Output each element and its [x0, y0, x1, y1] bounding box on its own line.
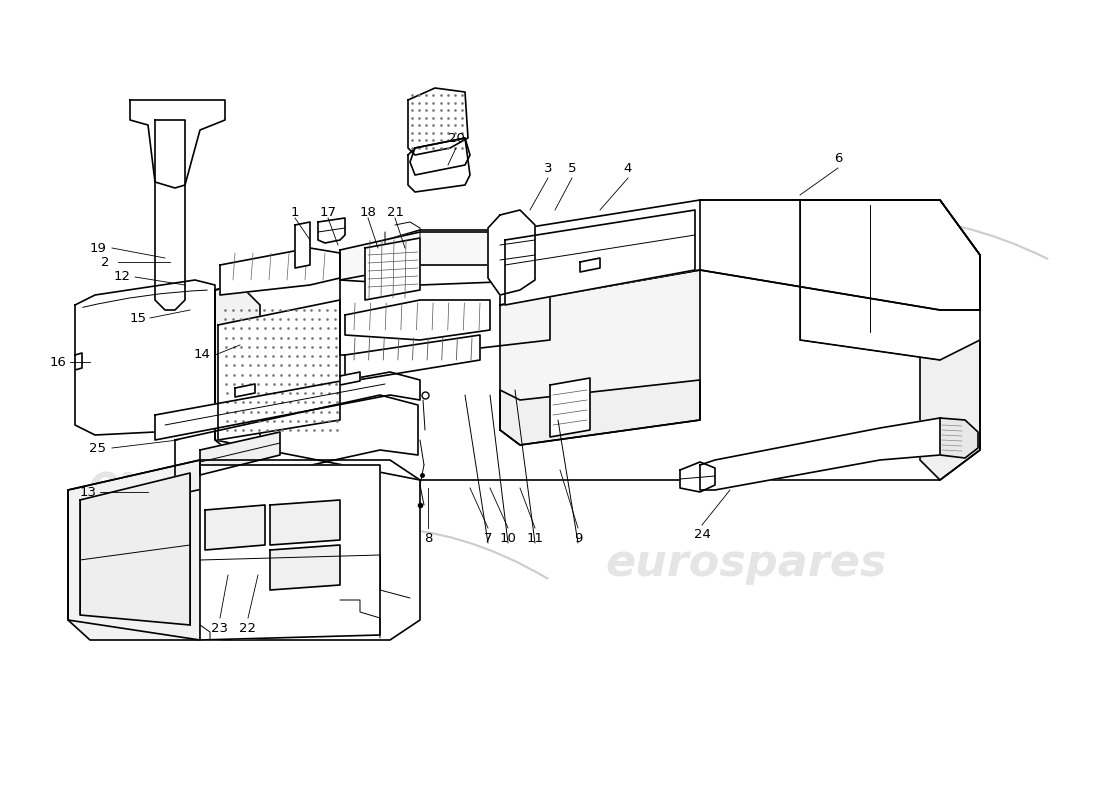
- Polygon shape: [505, 210, 695, 305]
- Polygon shape: [235, 384, 255, 397]
- Text: 8: 8: [424, 531, 432, 545]
- Polygon shape: [550, 378, 590, 437]
- Text: 19: 19: [89, 242, 107, 254]
- Text: 18: 18: [360, 206, 376, 219]
- Text: 17: 17: [319, 206, 337, 219]
- Text: 10: 10: [499, 531, 516, 545]
- Text: eurospares: eurospares: [605, 542, 887, 585]
- Polygon shape: [500, 270, 700, 445]
- Text: 2: 2: [101, 255, 109, 269]
- Polygon shape: [130, 100, 225, 188]
- Polygon shape: [270, 500, 340, 545]
- Text: 22: 22: [240, 622, 256, 634]
- Polygon shape: [580, 258, 600, 272]
- Text: 7: 7: [484, 531, 493, 545]
- Polygon shape: [270, 545, 340, 590]
- Text: 14: 14: [194, 349, 210, 362]
- Text: 20: 20: [448, 131, 464, 145]
- Polygon shape: [220, 248, 340, 295]
- Polygon shape: [214, 285, 260, 460]
- Text: 13: 13: [79, 486, 97, 498]
- Text: 24: 24: [694, 529, 711, 542]
- Polygon shape: [155, 120, 185, 310]
- Polygon shape: [75, 280, 214, 435]
- Polygon shape: [155, 372, 420, 440]
- Polygon shape: [345, 300, 490, 340]
- Text: 3: 3: [543, 162, 552, 174]
- Text: 6: 6: [834, 151, 843, 165]
- Text: 9: 9: [574, 531, 582, 545]
- Text: 11: 11: [527, 531, 543, 545]
- Polygon shape: [68, 460, 420, 640]
- Polygon shape: [365, 238, 420, 300]
- Text: 1: 1: [290, 206, 299, 219]
- Polygon shape: [408, 88, 468, 155]
- Polygon shape: [700, 200, 980, 310]
- Polygon shape: [800, 200, 980, 360]
- Polygon shape: [175, 395, 418, 495]
- Text: 16: 16: [50, 355, 66, 369]
- Polygon shape: [75, 353, 82, 370]
- Polygon shape: [408, 138, 470, 192]
- Polygon shape: [68, 460, 200, 640]
- Polygon shape: [200, 432, 280, 475]
- Text: 4: 4: [624, 162, 632, 174]
- Text: 23: 23: [211, 622, 229, 634]
- Polygon shape: [410, 138, 470, 175]
- Text: 15: 15: [130, 311, 146, 325]
- Polygon shape: [500, 380, 700, 445]
- Polygon shape: [218, 300, 340, 440]
- Polygon shape: [80, 473, 190, 625]
- Polygon shape: [340, 265, 550, 355]
- Polygon shape: [205, 505, 265, 550]
- Polygon shape: [318, 218, 345, 243]
- Polygon shape: [500, 200, 980, 310]
- Polygon shape: [700, 418, 960, 490]
- Polygon shape: [940, 418, 978, 458]
- Text: 25: 25: [89, 442, 107, 454]
- Text: 12: 12: [113, 270, 131, 283]
- Polygon shape: [340, 232, 550, 285]
- Text: 5: 5: [568, 162, 576, 174]
- Text: eurospares: eurospares: [88, 462, 370, 505]
- Polygon shape: [214, 230, 980, 480]
- Polygon shape: [340, 372, 360, 385]
- Polygon shape: [345, 335, 480, 382]
- Polygon shape: [200, 465, 380, 640]
- Polygon shape: [680, 462, 715, 492]
- Polygon shape: [488, 210, 535, 295]
- Text: 21: 21: [386, 206, 404, 219]
- Polygon shape: [295, 222, 310, 268]
- Polygon shape: [920, 230, 980, 480]
